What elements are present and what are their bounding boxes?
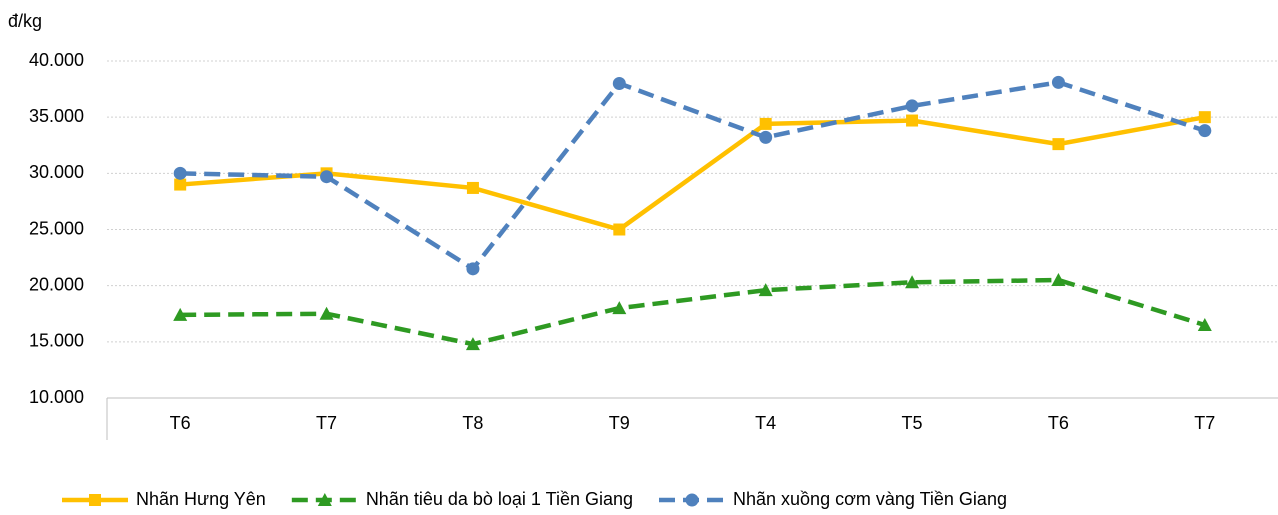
legend-label: Nhãn xuồng cơm vàng Tiền Giang <box>733 489 1007 509</box>
x-tick-label: T9 <box>609 413 630 433</box>
legend-label: Nhãn tiêu da bò loại 1 Tiền Giang <box>366 489 633 509</box>
legend-item: Nhãn Hưng Yên <box>62 489 266 509</box>
marker <box>906 114 919 127</box>
x-tick-label: T6 <box>170 413 191 433</box>
y-unit-label: đ/kg <box>8 11 42 31</box>
marker <box>465 337 480 351</box>
marker <box>613 223 626 236</box>
marker <box>759 117 772 130</box>
x-tick-label: T6 <box>1048 413 1069 433</box>
legend-item: Nhãn xuồng cơm vàng Tiền Giang <box>659 489 1007 509</box>
legend-item: Nhãn tiêu da bò loại 1 Tiền Giang <box>291 489 633 509</box>
marker <box>320 170 334 184</box>
marker <box>685 493 699 507</box>
marker <box>317 493 332 506</box>
line <box>180 277 1206 347</box>
y-tick-label: 35.000 <box>29 106 84 126</box>
marker <box>612 76 626 90</box>
marker <box>905 99 919 113</box>
marker <box>612 301 627 315</box>
x-tick-label: T8 <box>462 413 483 433</box>
marker <box>1197 317 1212 331</box>
y-tick-label: 20.000 <box>29 274 84 294</box>
legend-label: Nhãn Hưng Yên <box>136 489 266 509</box>
y-tick-label: 25.000 <box>29 218 84 238</box>
marker <box>905 275 920 289</box>
marker <box>1198 124 1212 138</box>
marker <box>1052 138 1065 151</box>
marker <box>1051 75 1065 89</box>
y-tick-label: 10.000 <box>29 387 84 407</box>
marker <box>1051 273 1066 287</box>
line <box>180 80 1206 272</box>
marker <box>466 181 479 194</box>
y-tick-label: 40.000 <box>29 50 84 70</box>
x-tick-label: T5 <box>902 413 923 433</box>
line <box>180 114 1206 232</box>
marker <box>759 130 773 144</box>
marker <box>1198 111 1211 124</box>
x-tick-label: T4 <box>755 413 776 433</box>
marker <box>173 307 188 321</box>
marker <box>758 283 773 297</box>
marker <box>174 178 187 191</box>
y-tick-label: 15.000 <box>29 331 84 351</box>
marker <box>89 494 101 506</box>
marker <box>466 262 480 276</box>
y-tick-label: 30.000 <box>29 162 84 182</box>
marker <box>173 166 187 180</box>
x-tick-label: T7 <box>316 413 337 433</box>
x-tick-label: T7 <box>1194 413 1215 433</box>
marker <box>319 306 334 320</box>
